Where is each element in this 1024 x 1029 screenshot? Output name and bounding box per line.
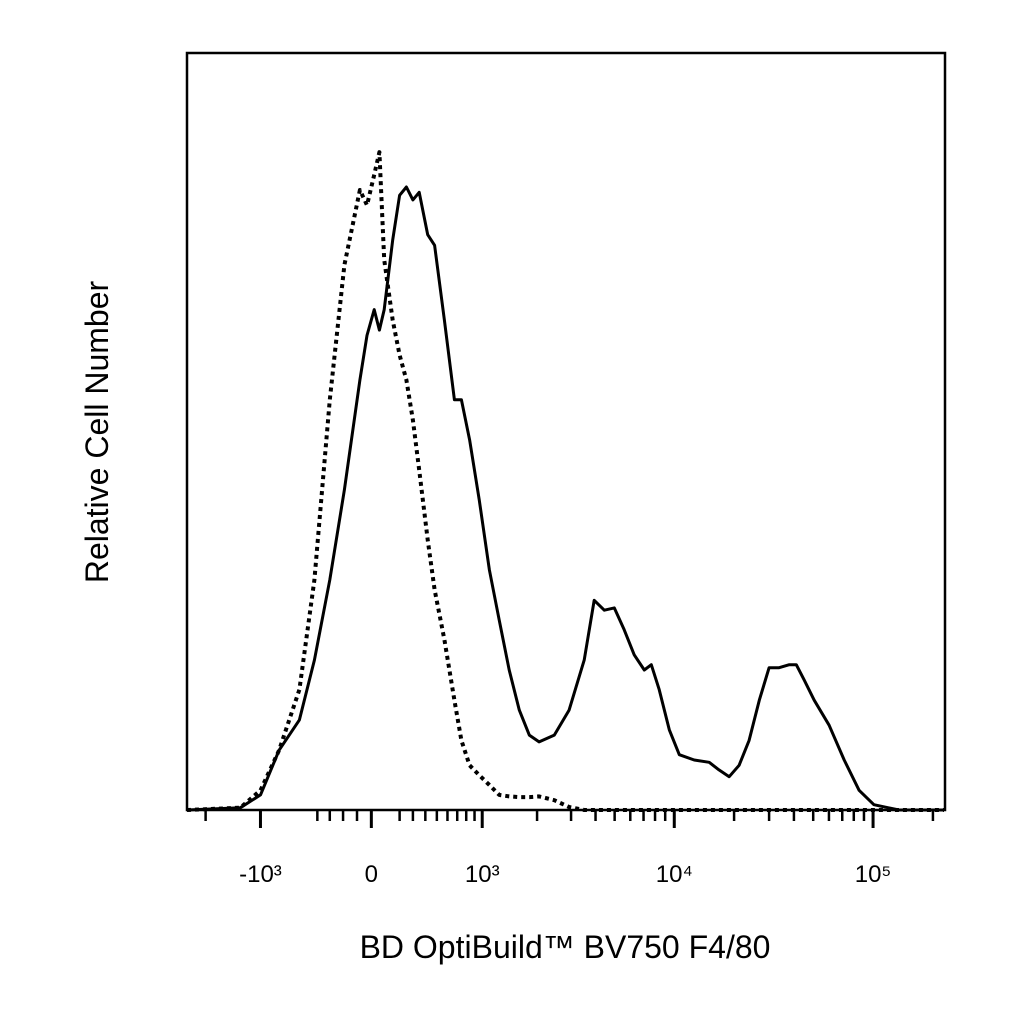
dotted-histogram xyxy=(186,150,944,812)
plot-frame xyxy=(185,51,947,812)
x-tick-label: 10⁴ xyxy=(656,861,693,888)
x-tick-label: 10⁵ xyxy=(855,861,892,888)
y-axis-label: Relative Cell Number xyxy=(79,280,115,583)
x-axis-label: BD OptiBuild™ BV750 F4/80 xyxy=(360,929,771,965)
x-tick-label: 0 xyxy=(365,861,378,888)
x-tick-label: -10³ xyxy=(239,861,282,888)
solid-histogram xyxy=(186,185,944,812)
x-tick-label: 10³ xyxy=(465,861,500,888)
